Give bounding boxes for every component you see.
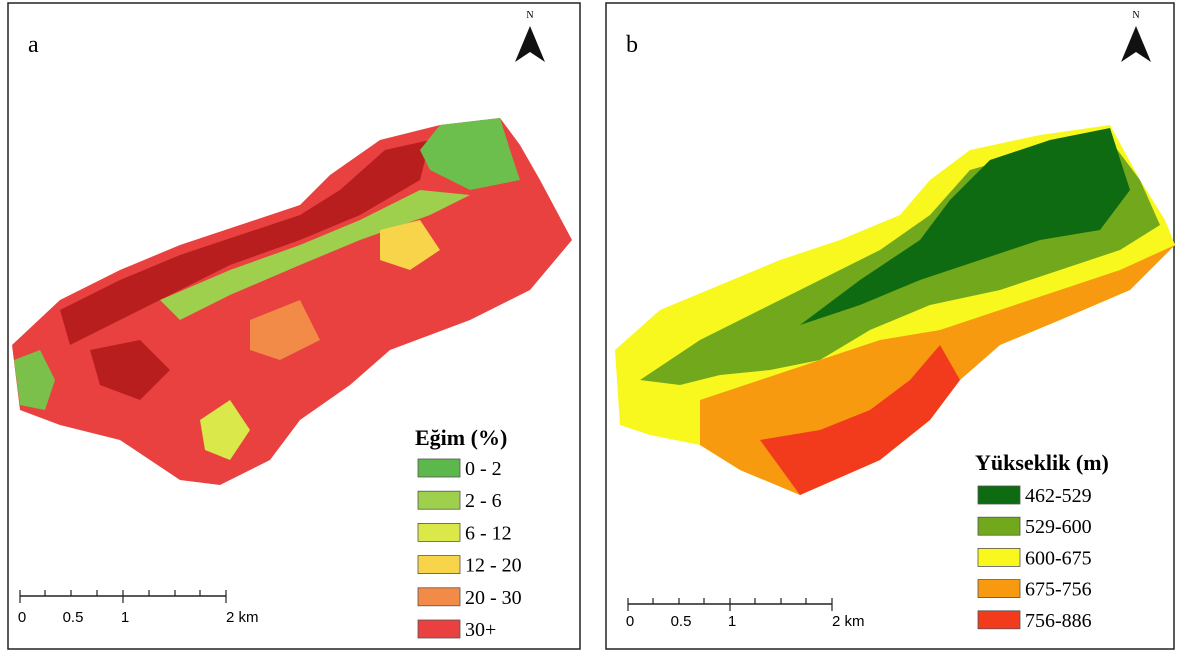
scale-label: 1 (728, 613, 736, 630)
panel-label: a (28, 32, 39, 58)
legend-swatch (418, 523, 460, 541)
legend-label: 2 - 6 (465, 490, 502, 512)
scale-label: 0 (18, 609, 26, 626)
legend-label: 529-600 (1025, 516, 1092, 538)
legend-swatch (978, 548, 1020, 566)
scale-label: 0 (626, 613, 634, 630)
panel-label: b (626, 32, 638, 58)
legend-label: 756-886 (1025, 610, 1092, 632)
legend-title: Yükseklik (m) (975, 450, 1109, 475)
legend-swatch (418, 556, 460, 574)
north-label: N (526, 10, 533, 21)
legend-swatch (978, 611, 1020, 629)
legend-label: 30+ (465, 619, 496, 641)
legend-swatch (418, 588, 460, 606)
scale-label: 0.5 (671, 613, 692, 630)
legend-swatch (418, 491, 460, 509)
north-label: N (1132, 10, 1139, 21)
legend-label: 600-675 (1025, 547, 1092, 569)
legend-label: 6 - 12 (465, 522, 512, 544)
figure: a N b N Eğim (%) 0 - 2 2 - 6 6 - 12 12 - 20 2… (0, 0, 1179, 655)
scale-label: 2 km (832, 613, 865, 630)
legend-label: 675-756 (1025, 579, 1092, 601)
legend-label: 462-529 (1025, 485, 1092, 507)
scale-label: 0.5 (63, 609, 84, 626)
legend-label: 12 - 20 (465, 555, 522, 577)
legend-swatch (978, 580, 1020, 598)
legend-title: Eğim (%) (415, 425, 507, 450)
scale-label: 1 (121, 609, 129, 626)
legend-swatch (978, 486, 1020, 504)
legend-swatch (418, 459, 460, 477)
legend-label: 0 - 2 (465, 458, 502, 480)
legend-swatch (418, 620, 460, 638)
scale-label: 2 km (226, 609, 259, 626)
legend-label: 20 - 30 (465, 587, 522, 609)
legend-swatch (978, 517, 1020, 535)
